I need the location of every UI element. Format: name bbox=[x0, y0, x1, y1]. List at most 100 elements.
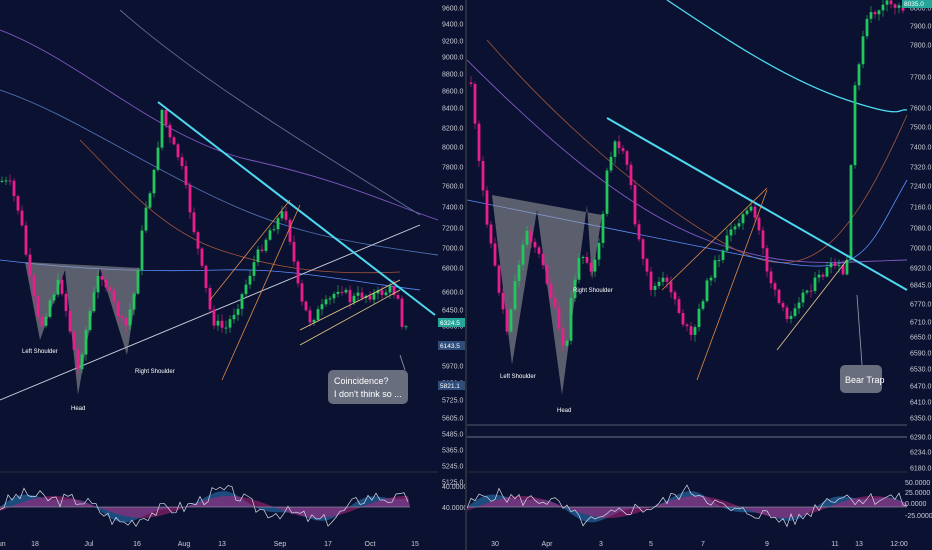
left-chart-pane[interactable]: 9600.0 9400.0 9200.0 9000.0 8800.0 8600.0 8400… bbox=[0, 0, 465, 550]
left-y-tick-label: 5605.0 bbox=[442, 416, 464, 423]
right-candle-body bbox=[889, 0, 893, 5]
right-osc-tick: -25.0000 bbox=[905, 513, 932, 520]
left-y-tick-label: 8000.0 bbox=[442, 145, 464, 152]
left-candle-body bbox=[400, 298, 404, 327]
left-y-tick-label: 7800.0 bbox=[442, 165, 464, 172]
left-y-tick-label: 6450.0 bbox=[442, 308, 464, 315]
right-ma-purple bbox=[467, 59, 908, 263]
left-candle-body bbox=[80, 354, 84, 370]
right-chart-pane[interactable]: 8000.0 7900.0 7800.0 7700.0 7600.0 7500.0 7400… bbox=[467, 0, 932, 550]
right-candle-body bbox=[665, 277, 669, 282]
right-y-tick-label: 6470.0 bbox=[910, 384, 932, 391]
right-y-tick-label: 7500.0 bbox=[910, 125, 932, 132]
right-candle-body bbox=[533, 241, 537, 248]
left-candle-body bbox=[196, 232, 200, 249]
right-pattern-label: Left Shoulder bbox=[500, 374, 536, 380]
right-candle-body bbox=[793, 308, 797, 316]
right-candle-body bbox=[477, 123, 481, 161]
left-y-tick-label: 7200.0 bbox=[442, 226, 464, 233]
left-candle-body bbox=[232, 314, 236, 320]
right-x-tick-label: 5 bbox=[649, 541, 653, 548]
left-candle-body bbox=[276, 218, 280, 230]
left-candle-body bbox=[312, 320, 316, 323]
left-y-tick-label: 9400.0 bbox=[442, 22, 464, 29]
right-candle-body bbox=[633, 185, 637, 225]
left-candle-body bbox=[132, 293, 136, 310]
right-candle-body bbox=[589, 262, 593, 272]
left-candle-body bbox=[340, 291, 344, 293]
right-candle-body bbox=[705, 280, 709, 302]
right-y-tick-label: 8000.0 bbox=[910, 6, 932, 13]
right-pattern-label: Head bbox=[557, 408, 571, 414]
left-candle-body bbox=[72, 331, 76, 350]
left-callout-line-2: I don't think so ... bbox=[334, 389, 402, 399]
right-y-tick-label: 6590.0 bbox=[910, 351, 932, 358]
right-candle-body bbox=[585, 256, 589, 263]
right-candle-body bbox=[669, 281, 673, 293]
left-y-tick-label: 8400.0 bbox=[442, 106, 464, 113]
right-candle-body bbox=[801, 292, 805, 303]
right-candle-body bbox=[597, 242, 601, 260]
left-candle-body bbox=[252, 262, 256, 276]
right-candle-body bbox=[685, 324, 689, 327]
right-candle-body bbox=[833, 263, 837, 267]
left-candle-body bbox=[164, 109, 168, 125]
right-trendline bbox=[606, 117, 908, 291]
left-candle-body bbox=[316, 309, 320, 321]
left-candle-body bbox=[180, 157, 184, 167]
right-candle-body bbox=[717, 260, 721, 262]
left-candle-body bbox=[204, 265, 208, 289]
left-candle-body bbox=[336, 291, 340, 294]
right-candle-body bbox=[897, 5, 901, 8]
left-ma-blue bbox=[0, 89, 439, 256]
right-candle-body bbox=[581, 256, 585, 259]
right-candle-body bbox=[553, 297, 557, 308]
left-pattern-label: Head bbox=[71, 406, 85, 412]
left-candle-body bbox=[88, 311, 92, 330]
left-candle-body bbox=[392, 286, 396, 296]
right-x-tick-label: 30 bbox=[491, 541, 499, 548]
left-candle-body bbox=[216, 320, 220, 326]
right-y-tick-label: 7600.0 bbox=[910, 106, 932, 113]
left-trendline bbox=[157, 101, 436, 316]
right-candle-body bbox=[557, 307, 561, 329]
pane-divider[interactable] bbox=[465, 0, 467, 550]
left-candle-body bbox=[308, 310, 312, 323]
left-head-shoulders-shape bbox=[25, 262, 140, 395]
right-candle-body bbox=[541, 253, 545, 266]
right-candle-body bbox=[809, 290, 813, 292]
left-channel-upper bbox=[299, 279, 401, 331]
right-candle-body bbox=[777, 289, 781, 304]
right-candle-body bbox=[709, 277, 713, 281]
left-candle-body bbox=[60, 279, 64, 294]
right-y-tick-label: 7240.0 bbox=[910, 184, 932, 191]
left-candle-body bbox=[264, 239, 268, 251]
left-candle-body bbox=[152, 169, 156, 194]
left-candle-body bbox=[144, 207, 148, 231]
right-candle-body bbox=[681, 312, 685, 325]
right-candle-body bbox=[813, 277, 817, 291]
left-pattern-label: Right Shoulder bbox=[135, 369, 175, 375]
left-candle-body bbox=[8, 180, 12, 182]
right-candle-body bbox=[753, 206, 757, 218]
right-y-tick-label: 7800.0 bbox=[910, 43, 932, 50]
right-candle-body bbox=[565, 340, 569, 346]
left-pattern-label: Left Shoulder bbox=[22, 349, 58, 355]
right-candle-body bbox=[641, 239, 645, 259]
left-candle-body bbox=[76, 349, 80, 370]
left-candle-body bbox=[256, 249, 260, 263]
left-candle-body bbox=[348, 289, 352, 303]
right-y-tick-label: 7320.0 bbox=[910, 165, 932, 172]
left-candle-body bbox=[220, 320, 224, 328]
right-candle-body bbox=[661, 277, 665, 282]
right-wedge-lower bbox=[696, 189, 768, 381]
right-candle-body bbox=[861, 36, 865, 65]
left-osc-line bbox=[0, 485, 409, 527]
left-y-tick-label: 7400.0 bbox=[442, 205, 464, 212]
right-candle-body bbox=[653, 285, 657, 290]
right-candle-body bbox=[749, 206, 753, 211]
left-chart-svg: 9600.0 9400.0 9200.0 9000.0 8800.0 8600.0 8400… bbox=[0, 6, 465, 548]
right-candle-body bbox=[745, 210, 749, 215]
right-callout-box bbox=[840, 365, 882, 393]
left-y-tick-label: 7600.0 bbox=[442, 184, 464, 191]
